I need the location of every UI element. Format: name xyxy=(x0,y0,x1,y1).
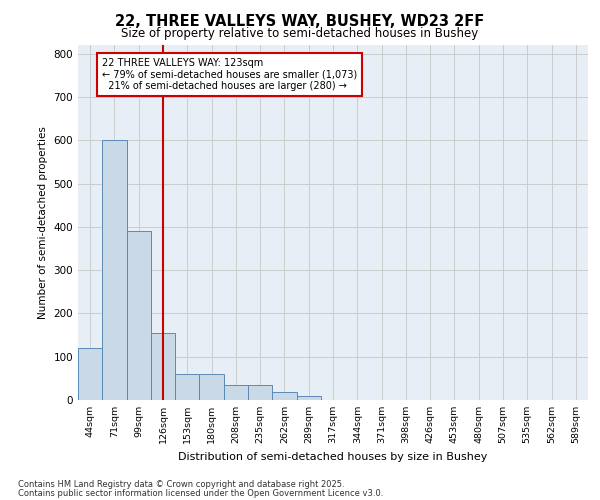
Bar xyxy=(199,374,224,400)
Text: 22 THREE VALLEYS WAY: 123sqm
← 79% of semi-detached houses are smaller (1,073)
 : 22 THREE VALLEYS WAY: 123sqm ← 79% of se… xyxy=(102,58,358,91)
Text: Contains HM Land Registry data © Crown copyright and database right 2025.: Contains HM Land Registry data © Crown c… xyxy=(18,480,344,489)
Bar xyxy=(102,140,127,400)
Bar xyxy=(127,231,151,400)
X-axis label: Distribution of semi-detached houses by size in Bushey: Distribution of semi-detached houses by … xyxy=(178,452,488,462)
Text: 22, THREE VALLEYS WAY, BUSHEY, WD23 2FF: 22, THREE VALLEYS WAY, BUSHEY, WD23 2FF xyxy=(115,14,485,29)
Bar xyxy=(272,392,296,400)
Bar xyxy=(175,374,199,400)
Bar xyxy=(296,396,321,400)
Bar xyxy=(78,348,102,400)
Bar xyxy=(248,385,272,400)
Bar xyxy=(224,385,248,400)
Y-axis label: Number of semi-detached properties: Number of semi-detached properties xyxy=(38,126,48,319)
Text: Contains public sector information licensed under the Open Government Licence v3: Contains public sector information licen… xyxy=(18,488,383,498)
Bar xyxy=(151,333,175,400)
Text: Size of property relative to semi-detached houses in Bushey: Size of property relative to semi-detach… xyxy=(121,28,479,40)
